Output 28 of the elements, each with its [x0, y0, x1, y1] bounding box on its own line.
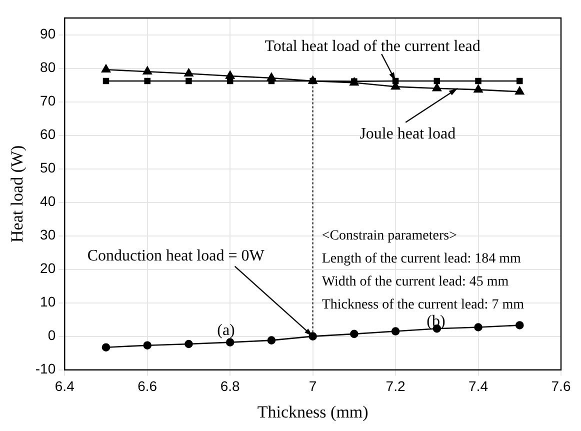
annotation: (a): [217, 322, 235, 340]
annotation: <Constrain parameters>: [322, 228, 458, 244]
x-tick-label: 6.8: [220, 378, 240, 394]
annotation: Total heat load of the current lead: [264, 38, 480, 56]
x-tick-label: 6.4: [54, 378, 75, 394]
x-tick-label: 7: [308, 378, 317, 394]
annotation: Joule heat load: [360, 126, 456, 143]
x-tick-label: 7.6: [551, 378, 571, 394]
y-tick-label: 80: [40, 59, 56, 76]
y-tick-label: 0: [48, 327, 56, 344]
y-tick-label: 60: [40, 126, 56, 142]
x-tick-label: 7.4: [468, 378, 488, 394]
y-tick-label: 30: [40, 226, 56, 243]
y-tick-label: 70: [40, 92, 56, 109]
x-tick-label: 7.2: [386, 378, 406, 394]
y-tick-label: -10: [35, 360, 56, 377]
y-tick-label: 20: [40, 260, 56, 276]
y-axis-title: Heat load (W): [8, 145, 27, 243]
annotation: Thickness of the current lead: 7 mm: [322, 298, 524, 313]
x-tick-label: 6.6: [138, 378, 158, 394]
x-axis-title: Thickness (mm): [257, 402, 368, 422]
annotation: Conduction heat load = 0W: [87, 248, 266, 264]
annotation: Width of the current lead: 45 mm: [322, 274, 509, 290]
y-tick-label: 50: [40, 160, 56, 176]
annotation: Length of the current lead: 184 mm: [322, 252, 521, 267]
y-tick-label: 10: [40, 294, 56, 310]
y-tick-label: 40: [40, 193, 56, 210]
y-tick-label: 90: [40, 26, 56, 42]
